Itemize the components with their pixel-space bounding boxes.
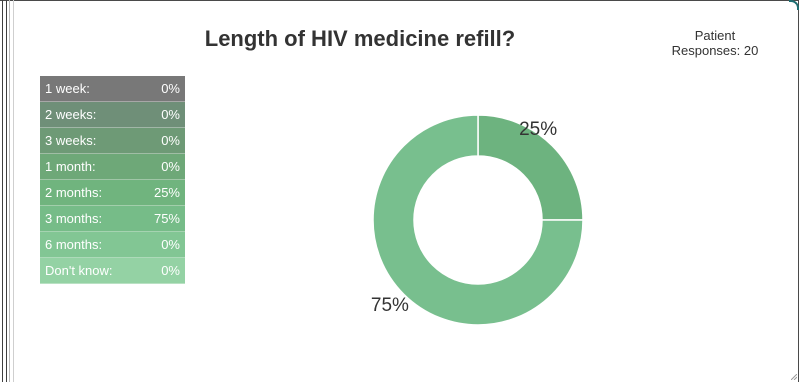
frame-corner [789, 0, 799, 10]
legend: 1 week: 0% 2 weeks: 0% 3 weeks: 0% 1 mon… [40, 76, 185, 284]
legend-row-dont-know: Don't know: 0% [40, 258, 185, 284]
legend-label: 3 weeks: [45, 133, 97, 148]
legend-label: 1 month: [45, 159, 96, 174]
left-border [6, 0, 7, 382]
legend-row-1-week: 1 week: 0% [40, 76, 185, 102]
legend-value: 0% [161, 263, 180, 278]
left-border [2, 0, 3, 382]
legend-value: 0% [161, 133, 180, 148]
legend-value: 75% [153, 211, 180, 226]
donut-chart: 25% 75% [371, 114, 584, 326]
response-count-value: Responses: 20 [671, 43, 759, 58]
legend-row-3-months: 3 months: 75% [40, 206, 185, 232]
left-border [13, 0, 14, 382]
response-count-label: Patient [694, 28, 736, 43]
legend-value: 0% [161, 107, 180, 122]
donut-slice-3-months [372, 114, 584, 326]
legend-label: Don't know: [45, 263, 113, 278]
legend-row-2-weeks: 2 weeks: 0% [40, 102, 185, 128]
legend-label: 3 months: [45, 211, 103, 226]
resize-grip-icon[interactable] [791, 374, 797, 380]
legend-label: 6 months: [45, 237, 103, 252]
response-count: Patient Responses: 20 [660, 28, 770, 58]
legend-row-2-months: 2 months: 25% [40, 180, 185, 206]
legend-value: 0% [161, 81, 180, 96]
left-border [9, 0, 10, 382]
legend-value: 25% [153, 185, 180, 200]
legend-value: 0% [161, 237, 180, 252]
legend-row-1-month: 1 month: 0% [40, 154, 185, 180]
legend-label: 2 months: [45, 185, 103, 200]
legend-label: 2 weeks: [45, 107, 97, 122]
legend-label: 1 week: [45, 81, 90, 96]
slice-label: 75% [371, 295, 409, 316]
slice-label: 25% [519, 119, 557, 140]
chart-title: Length of HIV medicine refill? [204, 26, 516, 51]
legend-value: 0% [161, 159, 180, 174]
legend-row-6-months: 6 months: 0% [40, 232, 185, 258]
legend-row-3-weeks: 3 weeks: 0% [40, 128, 185, 154]
